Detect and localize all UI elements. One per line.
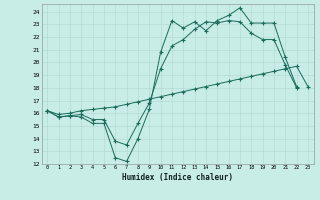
X-axis label: Humidex (Indice chaleur): Humidex (Indice chaleur) (122, 173, 233, 182)
